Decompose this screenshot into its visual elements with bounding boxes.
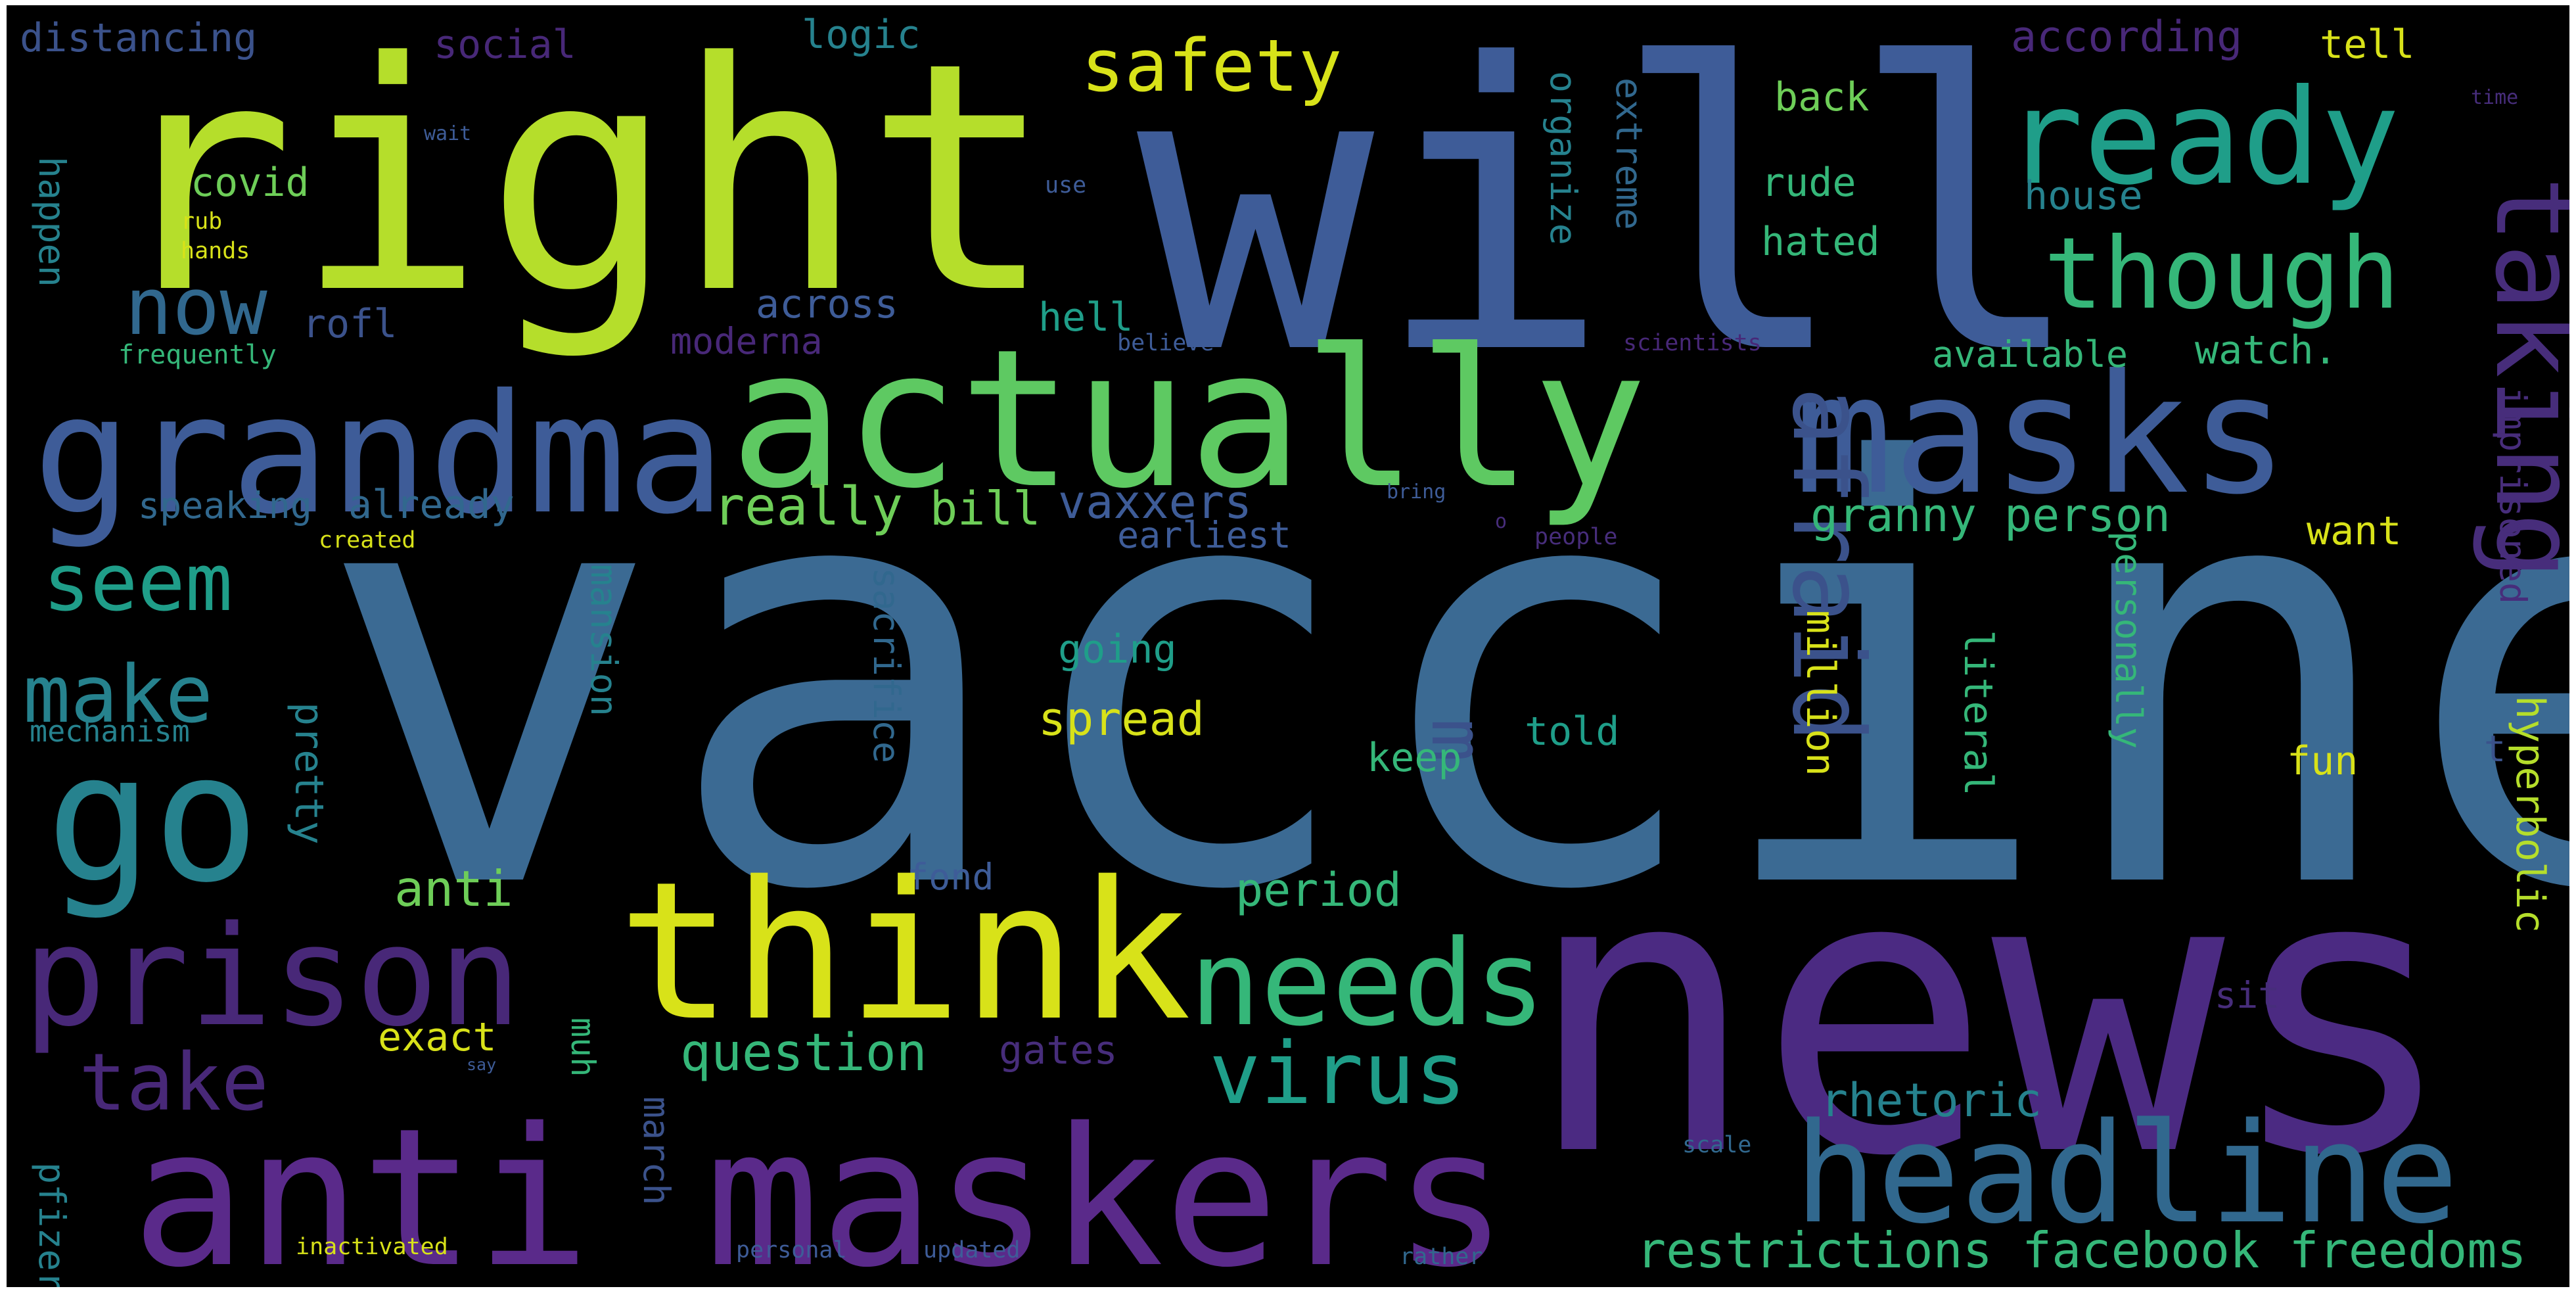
word-according: according (2011, 12, 2242, 62)
word-prison: prison (23, 896, 522, 1057)
word-say: say (467, 1055, 496, 1074)
word-make: make (23, 649, 213, 741)
word-grandma: grandma (33, 359, 725, 550)
word-updated: updated (923, 1237, 1021, 1263)
word-earliest: earliest (1117, 514, 1291, 556)
word-taking: taking (2470, 176, 2569, 580)
word-anti-maskers: anti maskers (131, 1088, 1508, 1287)
word-happen: happen (31, 156, 73, 287)
word-now: now (125, 262, 267, 353)
word-hands: hands (181, 238, 250, 264)
word-march: march (635, 1096, 678, 1206)
word-across: across (756, 281, 898, 327)
word-million: million (1797, 610, 1843, 776)
word-inactivated: inactivated (296, 1234, 448, 1260)
word-literal: literal (1955, 630, 2001, 796)
word-sit: sit (2215, 974, 2280, 1016)
word-personal: personal (736, 1237, 847, 1263)
word-hyperbolic: hyperbolic (2507, 695, 2553, 933)
word-personally: personally (2107, 531, 2150, 749)
word-people: people (1534, 524, 1617, 550)
word-news: news (1525, 789, 2458, 1241)
word-already: already (348, 482, 515, 528)
word-frequently: frequently (118, 340, 277, 370)
word-period: period (1235, 863, 1402, 917)
word-seem: seem (43, 538, 233, 629)
word-rub: rub (181, 208, 222, 235)
word-needs: needs (1189, 915, 1546, 1052)
word-imprisoned: imprisoned (2492, 387, 2534, 604)
word-afraid: afraid (1770, 387, 1885, 743)
word-bill: bill (930, 482, 1041, 536)
word-rude: rude (1761, 160, 1856, 206)
word-take: take (79, 1037, 269, 1129)
word-cloud: vaccine will news right actually anti maskers… (7, 5, 2569, 1287)
word-vaccine: vaccine (315, 342, 2569, 1016)
word-ready: ready (2004, 61, 2400, 214)
word-believe: believe (1117, 330, 1214, 356)
word-anti: anti (394, 860, 513, 918)
word-rhetoric: rhetoric (1820, 1073, 2042, 1127)
word-granny-person: granny person (1810, 488, 2171, 542)
word-really: really (713, 476, 903, 537)
word-organize: organize (1542, 71, 1584, 245)
word-speaking: speaking (138, 484, 312, 527)
word-back: back (1774, 74, 1870, 120)
word-time: time (2471, 86, 2518, 109)
word-mansion: mansion (583, 564, 625, 717)
word-spread: spread (1038, 692, 1205, 746)
word-safety: safety (1081, 24, 1342, 108)
word-want: want (2307, 508, 2402, 554)
word-vaxxers: vaxxers (1058, 475, 1252, 529)
word-sacrifice: sacrifice (865, 567, 908, 763)
word-fun: fun (2287, 738, 2358, 784)
word-virus: virus (1209, 1023, 1466, 1123)
word-though: though (2044, 217, 2400, 331)
word-pfizer: pfizer (31, 1162, 73, 1287)
word-covid: covid (191, 160, 310, 206)
word-actually: actually (729, 309, 1647, 530)
word-wait: wait (424, 122, 471, 145)
word-right: right (105, 5, 1055, 363)
word-available: available (1932, 333, 2128, 375)
word-scientists: scientists (1623, 330, 1762, 356)
word-house: house (2024, 173, 2143, 219)
word-rofl: rofl (302, 301, 398, 347)
word-exact: exact (378, 1014, 497, 1060)
word-tell: tell (2320, 22, 2415, 68)
word-go: go (46, 715, 260, 922)
word-question: question (680, 1023, 927, 1083)
word-headline: headline (1794, 1093, 2458, 1254)
word-masks: masks (1794, 339, 2289, 530)
word-logic: logic (802, 12, 921, 58)
word-o: o (1495, 510, 1507, 533)
word-hated: hated (1761, 219, 1880, 265)
word-t: t (2484, 728, 2506, 770)
word-watch: watch. (2195, 327, 2337, 373)
word-mechanism: mechanism (30, 714, 190, 749)
word-rather: rather (1400, 1244, 1483, 1270)
word-bring: bring (1387, 481, 1446, 504)
word-gates: gates (999, 1027, 1118, 1073)
word-going: going (1058, 626, 1177, 672)
word-restrictions: restrictions facebook freedoms (1636, 1221, 2527, 1279)
word-moderna: moderna (670, 320, 823, 362)
word-use: use (1045, 172, 1086, 199)
word-extreme: extreme (1608, 78, 1650, 230)
word-distancing: distancing (20, 15, 257, 61)
word-think: think (618, 841, 1191, 1063)
word-m: m (1415, 718, 1500, 762)
word-will: will (1137, 5, 2086, 440)
word-keep: keep (1367, 735, 1462, 781)
word-created: created (319, 527, 416, 553)
word-fond: fond (907, 856, 994, 898)
word-hell: hell (1038, 294, 1134, 341)
word-scale: scale (1682, 1132, 1751, 1158)
word-social: social (434, 22, 576, 68)
word-muh: muh (564, 1018, 602, 1077)
word-pretty: pretty (286, 702, 332, 845)
word-told: told (1525, 709, 1620, 755)
